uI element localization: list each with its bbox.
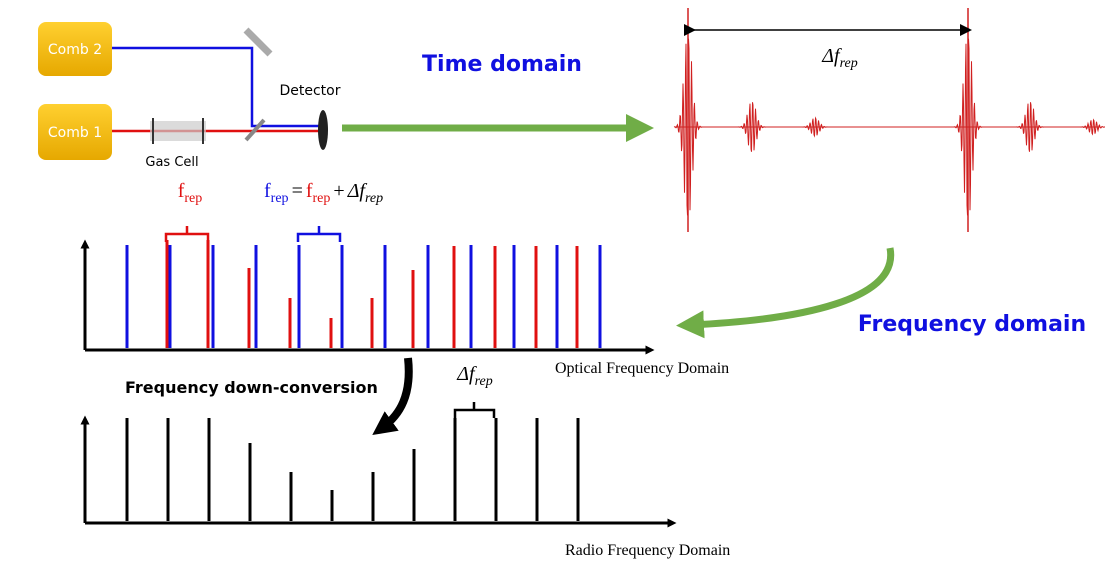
spacing-label: Δfrep (821, 45, 857, 71)
pulse (1015, 102, 1045, 152)
radio-axis-label: Radio Frequency Domain (565, 542, 730, 559)
gas-cell (150, 121, 206, 141)
down-arrow (372, 357, 413, 436)
bracket (453, 402, 496, 418)
radio-spacing-label: Δfrep (456, 363, 492, 389)
pulse (737, 102, 767, 152)
detector (318, 110, 328, 150)
conversion-label: Frequency down-conversion (125, 378, 378, 397)
time-domain-label: Time domain (422, 52, 582, 77)
blue-beam (112, 46, 320, 128)
gas-cell-label: Gas Cell (145, 155, 198, 170)
comb-box (38, 22, 112, 76)
bracket (296, 226, 342, 242)
frequency-domain-label: Frequency domain (858, 312, 1086, 337)
bracket (164, 226, 210, 242)
curved-arrow (676, 247, 895, 339)
mirror (243, 27, 273, 57)
optical-spectrum (125, 240, 602, 348)
radio-spectrum (125, 418, 580, 521)
detector-label: Detector (279, 83, 340, 99)
frep-label: frep (178, 180, 203, 206)
pulse-train (673, 38, 1105, 216)
pulse (1078, 118, 1105, 136)
comb1-label: Comb 1 (48, 125, 102, 141)
equation: frep = frep + Δfrep (264, 180, 383, 206)
comb2-label: Comb 2 (48, 42, 102, 58)
beam-splitter (244, 118, 266, 142)
comb-box (38, 104, 112, 160)
optical-axis-label: Optical Frequency Domain (555, 360, 729, 377)
pulse (800, 116, 830, 138)
